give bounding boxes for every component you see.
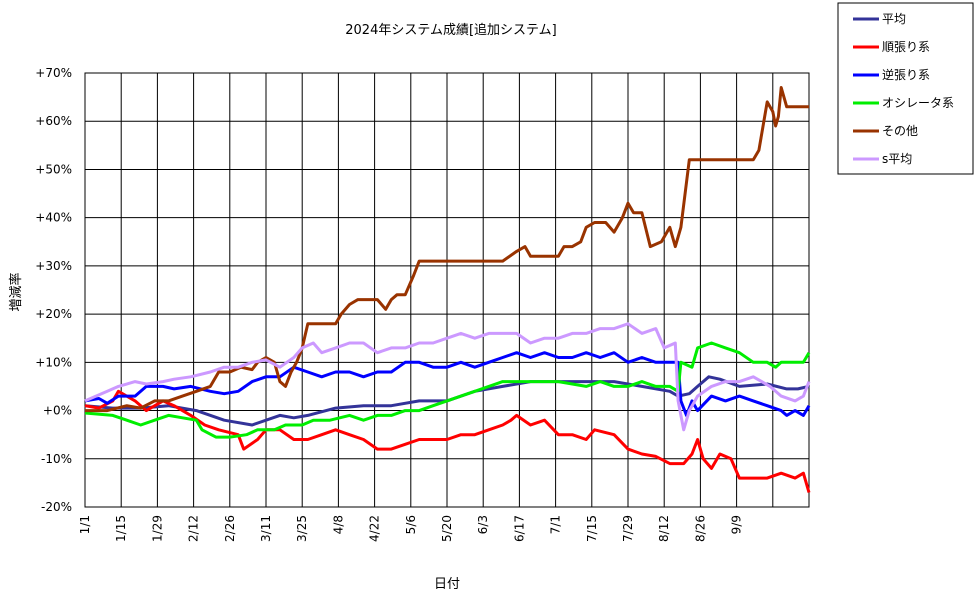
y-tick-label: -10% bbox=[41, 452, 72, 466]
legend-label: s平均 bbox=[882, 152, 912, 166]
y-tick-label: -20% bbox=[41, 500, 72, 514]
y-axis-label: 増減率 bbox=[8, 272, 24, 311]
series-line bbox=[85, 86, 809, 413]
y-tick-label: +70% bbox=[35, 66, 72, 80]
legend-box bbox=[837, 2, 974, 175]
legend-label: 平均 bbox=[882, 12, 906, 26]
y-tick-label: +60% bbox=[35, 114, 72, 128]
y-axis-ticks: -20% -10% +0% +10% +20% +30% +40% +50% +60% +70% bbox=[35, 66, 72, 514]
x-tick-label: 4/8 bbox=[331, 515, 345, 534]
x-tick-label: 8/12 bbox=[657, 515, 671, 542]
x-tick-label: 7/29 bbox=[621, 515, 635, 542]
x-tick-label: 3/25 bbox=[295, 515, 309, 542]
series-lines bbox=[84, 86, 811, 493]
y-tick-label: +30% bbox=[35, 259, 72, 273]
chart-title: 2024年システム成績[追加システム] bbox=[345, 22, 556, 38]
x-tick-label: 8/26 bbox=[693, 515, 707, 542]
x-tick-label: 1/29 bbox=[150, 515, 164, 542]
series-line bbox=[84, 389, 811, 493]
series-line bbox=[84, 375, 810, 427]
series-line bbox=[84, 351, 811, 417]
y-tick-label: +50% bbox=[35, 162, 72, 176]
x-tick-label: 5/20 bbox=[440, 515, 454, 542]
x-tick-label: 1/1 bbox=[78, 515, 92, 534]
x-tick-label: 6/3 bbox=[476, 515, 490, 534]
y-tick-label: +0% bbox=[43, 404, 72, 418]
x-tick-label: 6/17 bbox=[512, 515, 526, 542]
x-tick-label: 7/15 bbox=[585, 515, 599, 542]
y-tick-label: +40% bbox=[35, 211, 72, 225]
legend-label: オシレータ系 bbox=[882, 96, 954, 110]
x-axis-label: 日付 bbox=[434, 577, 460, 592]
x-tick-label: 3/11 bbox=[259, 515, 273, 542]
legend-label: その他 bbox=[882, 124, 918, 138]
y-tick-label: +20% bbox=[35, 307, 72, 321]
x-tick-label: 1/15 bbox=[114, 515, 128, 542]
legend-label: 逆張り系 bbox=[882, 67, 930, 82]
legend-label: 順張り系 bbox=[882, 40, 930, 54]
grid-lines bbox=[85, 73, 809, 507]
x-tick-label: 4/22 bbox=[368, 515, 382, 542]
x-tick-label: 2/12 bbox=[187, 515, 201, 542]
y-tick-label: +10% bbox=[35, 355, 72, 369]
x-tick-label: 9/9 bbox=[730, 515, 744, 534]
x-tick-label: 2/26 bbox=[223, 515, 237, 542]
x-tick-label: 7/1 bbox=[549, 515, 563, 534]
series-line bbox=[84, 322, 811, 432]
series-line bbox=[84, 341, 811, 439]
x-tick-label: 5/6 bbox=[404, 515, 418, 534]
x-axis-ticks: 1/1 1/15 1/29 2/12 2/26 3/11 3/25 4/8 4/22 5/6 5/2… bbox=[78, 515, 744, 542]
